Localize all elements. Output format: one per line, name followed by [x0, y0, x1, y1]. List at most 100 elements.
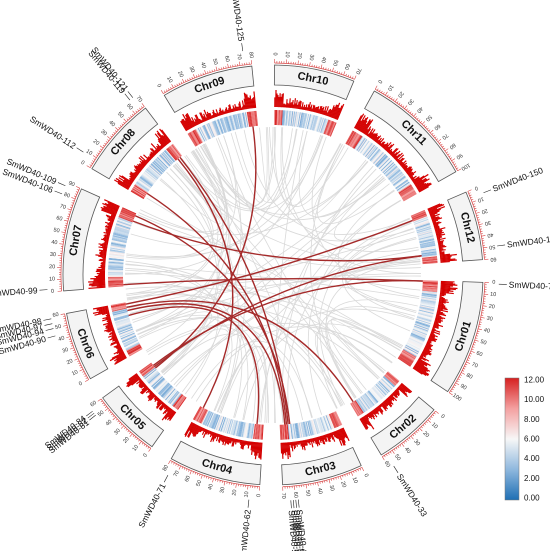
density-bar: [436, 237, 441, 240]
density-bar: [100, 253, 107, 256]
scale-tick-label: 0: [142, 453, 149, 459]
scale-tick: [193, 74, 196, 79]
heatmap-bin: [314, 418, 320, 434]
density-bar: [435, 231, 443, 234]
heatmap-bin: [365, 145, 376, 158]
heatmap-bin: [386, 372, 399, 384]
scale-tick: [386, 454, 388, 457]
density-bar: [157, 398, 161, 402]
density-bar: [437, 307, 448, 311]
density-bar: [329, 433, 332, 438]
density-bar: [297, 440, 300, 446]
scale-tick: [374, 85, 378, 90]
scale-tick: [471, 348, 474, 350]
density-bar: [440, 285, 451, 288]
heatmap-bin: [293, 111, 297, 127]
density-bar: [151, 147, 158, 155]
heatmap-bin: [306, 421, 311, 436]
heatmap-bin: [141, 173, 155, 184]
heatmap-bin: [277, 110, 280, 126]
heatmap-bin: [383, 375, 396, 387]
density-bar: [440, 260, 450, 263]
heatmap-bin: [215, 415, 222, 431]
density-bar: [328, 433, 332, 440]
heatmap-bin: [112, 234, 128, 239]
background-link: [230, 127, 268, 203]
density-bar: [210, 432, 215, 443]
heatmap-bin: [316, 116, 322, 132]
density-bar: [374, 135, 380, 142]
heatmap-bin: [224, 117, 230, 132]
density-bar: [107, 329, 115, 333]
density-bar: [215, 113, 219, 117]
heatmap-bin: [139, 362, 152, 373]
density-bar: [388, 396, 393, 401]
density-bar: [111, 351, 125, 359]
density-bar: [333, 431, 338, 439]
heatmap-bin: [328, 413, 336, 429]
gene-pointer: [39, 289, 48, 291]
heatmap-bin: [417, 313, 433, 318]
scale-tick-label: 60: [433, 122, 442, 131]
heatmap-bin: [157, 382, 170, 394]
heatmap-bin: [297, 112, 301, 128]
density-bar: [237, 106, 240, 111]
heatmap-bin: [197, 127, 206, 142]
heatmap-bin: [160, 153, 172, 166]
scale-tick: [115, 127, 119, 131]
heatmap-bin: [238, 113, 243, 129]
heatmap-bin: [313, 419, 319, 435]
density-bar: [325, 112, 328, 116]
heatmap-bin: [379, 379, 392, 391]
density-bar: [440, 281, 453, 284]
density-bar: [429, 336, 438, 341]
density-bar: [408, 171, 414, 177]
density-bar: [251, 99, 254, 109]
heatmap-bin: [287, 424, 291, 440]
density-bar: [391, 153, 396, 157]
scale-tick-label: 60: [292, 492, 299, 499]
scale-tick: [335, 477, 337, 480]
heatmap-bin: [405, 343, 420, 352]
heatmap-bin: [164, 149, 176, 162]
density-bar: [231, 108, 234, 113]
heatmap-bin: [243, 112, 248, 128]
density-bar: [147, 388, 150, 391]
density-bar: [385, 146, 389, 151]
heatmap-bin: [282, 424, 285, 440]
density-bar: [376, 137, 382, 144]
density-bar: [211, 115, 214, 119]
density-bar: [105, 221, 113, 226]
heatmap-bin: [379, 380, 391, 392]
heatmap-bin: [132, 188, 146, 197]
density-bar: [281, 94, 283, 108]
density-bar: [150, 151, 156, 157]
heatmap-bin: [112, 308, 127, 313]
heatmap-bin: [378, 158, 391, 170]
background-link: [287, 217, 410, 423]
background-link: [126, 143, 341, 258]
density-bar: [384, 142, 392, 150]
scale-tick: [411, 113, 414, 115]
heatmap-bin: [139, 177, 153, 187]
density-bar: [107, 223, 113, 227]
density-bar: [333, 102, 341, 119]
heatmap-bin: [385, 373, 398, 384]
density-bar: [421, 352, 427, 356]
heatmap-bin: [318, 417, 325, 433]
heatmap-bin: [422, 286, 438, 289]
density-bar: [138, 163, 144, 169]
heatmap-bin: [325, 120, 332, 135]
density-bar: [184, 422, 194, 437]
scale-tick: [440, 143, 443, 146]
scale-tick-label: 30: [219, 487, 226, 494]
density-bar: [224, 110, 227, 114]
density-bar: [424, 346, 433, 351]
density-bar: [187, 423, 196, 438]
density-bar: [203, 113, 208, 121]
scale-tick: [107, 136, 111, 140]
heatmap-bin: [249, 111, 253, 127]
density-bar: [156, 132, 168, 146]
density-bar: [127, 377, 141, 388]
chromosome-ideogram-track: Chr01Chr02Chr03Chr04Chr05Chr06Chr07Chr08…: [62, 64, 484, 486]
